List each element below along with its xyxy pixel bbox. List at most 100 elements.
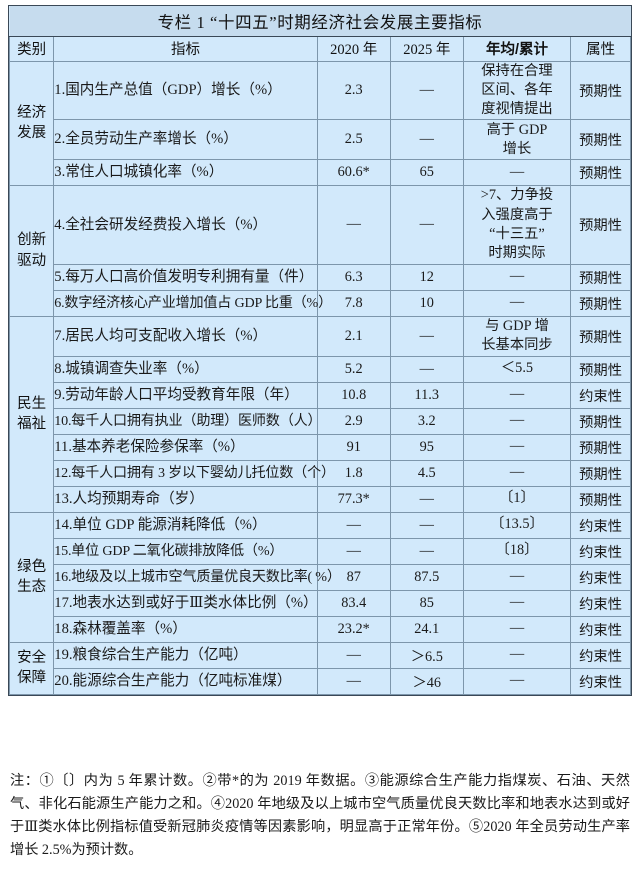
attribute-cell: 约束性 <box>570 667 631 695</box>
value-2025-cell: — <box>389 60 464 121</box>
average-line: — <box>509 294 525 311</box>
average-cell: — <box>462 589 572 617</box>
indicators-table: 专栏 1 “十四五”时期经济社会发展主要指标 类别 指标 2020 年 2025 年年均… <box>8 6 631 695</box>
indicator-name-cell: 17.地表水达到或好于Ⅲ类水体比例（%） <box>53 589 318 617</box>
value-2020-cell: — <box>316 511 391 539</box>
indicator-name-cell: 1.国内生产总值（GDP）增长（%） <box>53 60 318 121</box>
average-line: 〔1〕 <box>499 490 535 507</box>
value-2020-cell: 10.8 <box>316 381 391 409</box>
category-cell: 创新 驱动 <box>8 185 55 317</box>
category-cell: 安全 保障 <box>8 641 55 695</box>
indicator-name-cell: 4.全社会研发经费投入增长（%） <box>53 185 318 265</box>
value-2025-cell: — <box>389 485 464 513</box>
table-title: 专栏 1 “十四五”时期经济社会发展主要指标 <box>9 6 631 37</box>
value-2020-cell: 6.3 <box>316 263 391 291</box>
category-cell: 经济 发展 <box>8 60 55 187</box>
value-2025-cell: 65 <box>389 159 464 187</box>
value-2020-cell: — <box>316 185 391 265</box>
attribute-cell: 预期性 <box>570 263 631 291</box>
indicator-name-cell: 12.每千人口拥有 3 岁以下婴幼儿托位数（个） <box>53 459 335 487</box>
average-line: 长基本同步 <box>481 337 553 354</box>
attribute-cell: 预期性 <box>570 315 631 357</box>
average-cell: — <box>462 667 572 695</box>
average-line: 时期实际 <box>488 245 546 262</box>
category-label-line: 创新 <box>17 232 47 249</box>
average-line: — <box>509 620 525 637</box>
category-label-line: 民生 <box>17 395 47 412</box>
value-2020-cell: — <box>316 537 391 565</box>
average-line: ＜5.5 <box>500 360 534 377</box>
table-row: 17.地表水达到或好于Ⅲ类水体比例（%） 83.4 85 — 约束性 <box>10 589 631 617</box>
table-row: 9.劳动年龄人口平均受教育年限（年） 10.8 11.3 — 约束性 <box>10 381 631 409</box>
table-row: 创新 驱动 4.全社会研发经费投入增长（%） — — >7、力争投 入强度高于 “十三五” 时期… <box>8 185 631 317</box>
table-row: 安全 保障 19.粮食综合生产能力（亿吨） — ＞6.5— 约束性 <box>8 641 631 695</box>
column-header-year-2020: 2020 年 <box>316 35 391 62</box>
average-line: 保持在合理 <box>481 62 553 79</box>
table-row: 绿色 生态 14.单位 GDP 能源消耗降低（%） — — 〔13.5〕 约束性 <box>8 511 631 643</box>
table-footnote: 注：①〔〕内为 5 年累计数。②带*的为 2019 年数据。③能源综合生产能力指… <box>10 770 630 862</box>
category-label-line: 经济 <box>17 104 47 121</box>
value-2025-cell: — <box>389 511 464 539</box>
value-2025-cell: 12 <box>389 263 464 291</box>
average-line: 入强度高于 <box>481 206 553 223</box>
table-row: 13.人均预期寿命（岁） 77.3* — 〔1〕 预期性 <box>10 485 631 513</box>
column-header-year-2025: 2025 年 <box>389 35 464 62</box>
value-2020-cell: 83.4 <box>316 589 391 617</box>
average-line: 度视情提出 <box>481 101 553 118</box>
indicator-name-cell: 14.单位 GDP 能源消耗降低（%） <box>53 511 318 539</box>
attribute-cell: 预期性 <box>570 60 631 121</box>
average-line: 〔18〕 <box>495 542 539 559</box>
average-cell: >7、力争投 入强度高于 “十三五” 时期实际 <box>462 185 572 265</box>
table-row: 6.数字经济核心产业增加值占 GDP 比重（%） 7.8 10 — 预期性 <box>10 289 631 317</box>
average-cell: — <box>462 433 572 461</box>
average-cell: — <box>462 615 572 643</box>
average-line: — <box>509 268 525 285</box>
attribute-cell: 约束性 <box>570 537 631 565</box>
value-2020-cell: — <box>316 667 391 695</box>
value-2020-cell: 2.1 <box>316 315 391 357</box>
value-2020-cell: 2.3 <box>316 60 391 121</box>
table-row: 20.能源综合生产能力（亿吨标准煤） — ＞46— 约束性 <box>10 667 631 695</box>
category-label-line: 驱动 <box>17 252 47 269</box>
value-2020-cell: 5.2 <box>316 355 391 383</box>
table-title-row: 专栏 1 “十四五”时期经济社会发展主要指标 <box>9 6 631 37</box>
average-cell: 〔1〕 <box>462 485 572 513</box>
average-line: — <box>509 438 525 455</box>
indicator-name-cell: 5.每万人口高价值发明专利拥有量（件） <box>53 263 318 291</box>
attribute-cell: 预期性 <box>570 459 631 487</box>
indicator-name-cell: 13.人均预期寿命（岁） <box>53 485 318 513</box>
indicator-name-cell: 18.森林覆盖率（%） <box>53 615 318 643</box>
value-2025-cell: 4.5 <box>389 459 464 487</box>
attribute-cell: 预期性 <box>570 407 631 435</box>
value-2025-cell: 11.3 <box>389 381 464 409</box>
table-row: 18.森林覆盖率（%） 23.2* 24.1 — 约束性 <box>10 615 631 643</box>
average-cell: 高于 GDP 增长 <box>462 119 572 161</box>
value-2025-cell: ＞46 <box>389 667 464 695</box>
average-cell: 与 GDP 增长基本同步 <box>462 315 572 357</box>
average-line: 区间、各年 <box>481 81 553 98</box>
attribute-cell: 约束性 <box>570 615 631 643</box>
average-line: — <box>509 646 525 663</box>
value-2025-cell: 10 <box>389 289 464 317</box>
average-line: >7、力争投 <box>480 187 554 204</box>
attribute-cell: 预期性 <box>570 185 631 265</box>
indicator-name-cell: 9.劳动年龄人口平均受教育年限（年） <box>53 381 318 409</box>
value-2025-cell: ＞6.5 <box>389 641 464 669</box>
average-cell: — <box>462 459 572 487</box>
average-line: — <box>509 412 525 429</box>
table-row: 11.基本养老保险参保率（%） 91 95 — 预期性 <box>10 433 631 461</box>
table-row: 8.城镇调查失业率（%） 5.2— ＜5.5 预期性 <box>10 355 631 383</box>
indicator-name-cell: 19.粮食综合生产能力（亿吨） <box>53 641 318 669</box>
attribute-cell: 约束性 <box>570 381 631 409</box>
table-row: 5.每万人口高价值发明专利拥有量（件） 6.3 12 — 预期性 <box>10 263 631 291</box>
indicator-name-cell: 16.地级及以上城市空气质量优良天数比率( %） <box>53 563 341 591</box>
indicator-name-cell: 8.城镇调查失业率（%） <box>53 355 318 383</box>
average-line: — <box>509 386 525 403</box>
average-line: 增长 <box>502 140 532 157</box>
table-row: 16.地级及以上城市空气质量优良天数比率( %） 87 87.5— 约束性 <box>10 563 631 591</box>
category-label-line: 绿色 <box>17 558 47 575</box>
average-line: — <box>509 568 525 585</box>
average-cell: 〔13.5〕 <box>462 511 572 539</box>
average-line: 高于 GDP <box>486 121 548 138</box>
average-cell: — <box>462 407 572 435</box>
